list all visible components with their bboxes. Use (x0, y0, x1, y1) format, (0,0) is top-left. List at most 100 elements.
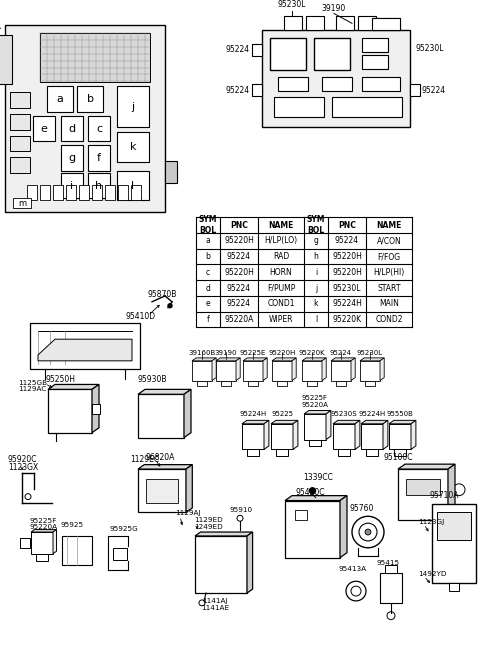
Circle shape (148, 410, 156, 418)
Bar (284, 16, 302, 30)
Polygon shape (236, 358, 240, 380)
Bar (0, 35, 12, 84)
Polygon shape (360, 358, 384, 361)
Text: 1123GJ: 1123GJ (418, 519, 444, 525)
Text: F/PUMP: F/PUMP (267, 284, 295, 292)
Bar (195, 536, 247, 593)
Text: g: g (313, 237, 318, 245)
Bar (365, 380, 375, 386)
Text: 95220K: 95220K (299, 350, 325, 356)
Text: l: l (132, 181, 134, 191)
Text: 95760: 95760 (350, 505, 374, 514)
Text: 95220H: 95220H (224, 237, 254, 245)
Text: 39190: 39190 (322, 3, 346, 12)
Bar (276, 449, 288, 456)
Bar (48, 390, 92, 433)
Bar (36, 554, 48, 560)
Bar (10, 157, 30, 173)
Polygon shape (138, 464, 192, 469)
Bar (118, 185, 128, 200)
Text: b: b (205, 252, 210, 261)
Text: 1339CC: 1339CC (303, 473, 333, 482)
Bar (285, 501, 340, 558)
Circle shape (387, 612, 395, 620)
Circle shape (237, 515, 243, 521)
Text: H/LP(HI): H/LP(HI) (373, 268, 405, 277)
Polygon shape (380, 358, 384, 380)
Bar (10, 135, 30, 151)
Text: 95925: 95925 (60, 522, 84, 528)
Text: 95224H: 95224H (240, 411, 266, 417)
Text: 1492YD: 1492YD (418, 572, 446, 578)
Bar (336, 380, 346, 386)
Bar (385, 566, 397, 574)
Polygon shape (92, 384, 99, 433)
Text: d: d (205, 284, 210, 292)
Text: 95224: 95224 (422, 86, 446, 95)
Polygon shape (243, 358, 267, 361)
Bar (13, 198, 31, 208)
Text: 95415: 95415 (376, 560, 399, 566)
Text: 95230L: 95230L (415, 44, 444, 53)
Bar (389, 424, 411, 449)
Text: k: k (130, 142, 136, 152)
Text: H/LP(LO): H/LP(LO) (264, 237, 298, 245)
Bar (338, 449, 350, 456)
Polygon shape (302, 358, 326, 361)
Text: SYM
BOL: SYM BOL (307, 215, 325, 235)
Text: 95224: 95224 (226, 86, 250, 95)
Polygon shape (195, 532, 252, 536)
Bar (62, 536, 92, 566)
Text: 1129ED: 1129ED (194, 517, 223, 523)
Bar (117, 171, 149, 200)
Polygon shape (340, 495, 347, 558)
Bar (10, 92, 30, 108)
Polygon shape (184, 390, 191, 438)
Polygon shape (351, 358, 355, 380)
Polygon shape (361, 420, 388, 424)
Text: 95220H: 95220H (332, 252, 362, 261)
Bar (372, 18, 400, 30)
Text: j: j (132, 102, 134, 112)
Bar (88, 145, 110, 171)
Bar (398, 469, 448, 520)
Bar (314, 38, 350, 70)
Text: 1141AE: 1141AE (201, 605, 229, 611)
Bar (309, 440, 321, 447)
Polygon shape (271, 420, 298, 424)
Bar (242, 424, 264, 449)
Text: 95225E: 95225E (240, 350, 266, 356)
Text: c: c (206, 268, 210, 277)
Bar (278, 78, 308, 91)
Bar (165, 161, 177, 183)
Text: 96820A: 96820A (145, 453, 175, 463)
Bar (380, 574, 402, 603)
Bar (306, 16, 324, 30)
Text: 95220A: 95220A (30, 524, 58, 530)
Text: 39160B: 39160B (188, 350, 216, 356)
Polygon shape (264, 420, 269, 449)
Bar (88, 116, 110, 141)
Text: START: START (377, 284, 401, 292)
Polygon shape (186, 464, 192, 512)
Bar (307, 380, 317, 386)
Polygon shape (138, 390, 191, 394)
Text: 95230L: 95230L (278, 0, 306, 9)
Bar (53, 185, 63, 200)
Text: MAIN: MAIN (379, 299, 399, 308)
Text: 95410D: 95410D (125, 311, 155, 321)
Bar (406, 479, 440, 495)
Bar (40, 185, 50, 200)
Text: 95220H: 95220H (224, 268, 254, 277)
Bar (252, 44, 262, 56)
Circle shape (453, 484, 465, 495)
Text: 95224H: 95224H (359, 411, 385, 417)
Polygon shape (247, 532, 252, 593)
Text: 95920C: 95920C (8, 455, 37, 464)
Bar (372, 18, 400, 30)
Circle shape (199, 600, 205, 606)
Bar (394, 449, 406, 456)
Text: 95925G: 95925G (110, 526, 139, 532)
Circle shape (438, 546, 470, 578)
Bar (30, 323, 140, 369)
